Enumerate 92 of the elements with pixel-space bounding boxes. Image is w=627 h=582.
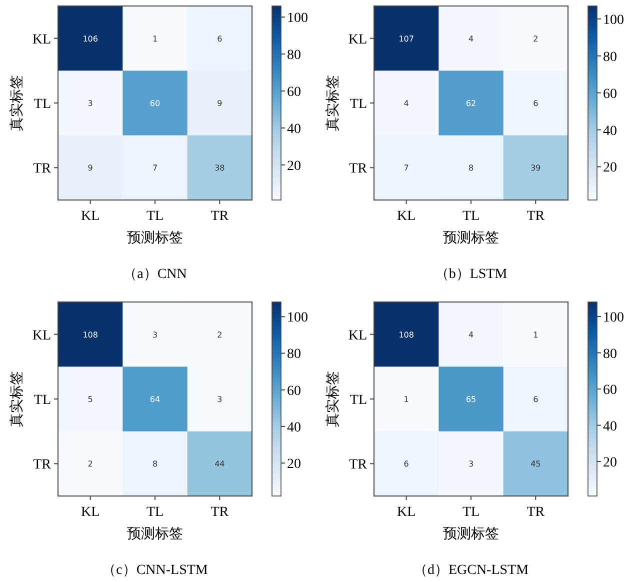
y-tick-label: TR <box>33 162 52 177</box>
data-label: 4 <box>468 34 474 44</box>
data-label: 2 <box>533 34 538 44</box>
data-label: 60 <box>150 99 160 108</box>
y-axis-title: 真实标签 <box>325 371 341 427</box>
y-tick-label: TL <box>350 97 367 112</box>
data-label: 106 <box>82 34 98 44</box>
color-bar-label: 80 <box>287 48 301 64</box>
data-label: 65 <box>466 395 476 404</box>
x-axis-title: 预测标签 <box>127 526 183 542</box>
y-tick-label: TL <box>34 393 51 408</box>
color-bar-label: 60 <box>287 384 301 399</box>
data-label: 3 <box>88 99 93 108</box>
x-tick-label: TR <box>526 209 546 224</box>
x-tick-label: KL <box>396 209 416 224</box>
data-label: 3 <box>217 395 222 404</box>
x-axis-title: 预测标签 <box>443 230 499 246</box>
data-label: 2 <box>88 460 93 469</box>
x-tick-label: KL <box>80 209 100 224</box>
color-bar-label: 100 <box>287 11 308 26</box>
y-tick-label: TL <box>350 393 367 408</box>
y-tick-label: TR <box>33 458 52 473</box>
x-tick-label: TR <box>210 505 230 520</box>
data-label: 45 <box>530 460 541 469</box>
y-tick-label: KL <box>32 32 51 48</box>
y-tick-label: TR <box>349 458 368 473</box>
x-tick-label: TR <box>526 505 546 520</box>
color-bar-label: 100 <box>603 12 624 28</box>
color-bar-label: 80 <box>603 346 617 362</box>
data-label: 1 <box>533 330 538 340</box>
data-label: 62 <box>466 99 476 108</box>
data-label: 9 <box>217 99 222 108</box>
color-bar-label: 80 <box>287 347 301 362</box>
data-label: 8 <box>152 460 158 469</box>
y-axis-title: 真实标签 <box>9 75 25 131</box>
data-label: 3 <box>468 460 474 469</box>
x-tick-label: KL <box>396 505 416 520</box>
x-tick-label: TL <box>146 505 164 520</box>
data-label: 108 <box>82 330 98 340</box>
data-label: 7 <box>404 164 409 173</box>
text: （d）EGCN-LSTM <box>413 563 530 578</box>
y-tick-label: TL <box>34 97 51 112</box>
color-bar-label: 100 <box>603 310 624 326</box>
data-label: 8 <box>468 164 474 173</box>
data-label: 6 <box>217 34 222 44</box>
color-bar-label: 40 <box>603 419 617 434</box>
data-label: 108 <box>398 330 414 340</box>
y-axis-title: 真实标签 <box>325 75 341 131</box>
x-axis-title: 预测标签 <box>127 230 183 246</box>
data-label: 4 <box>468 330 474 340</box>
x-axis-title: 预测标签 <box>443 526 499 542</box>
color-bar-label: 20 <box>287 457 301 472</box>
color-bar-label: 20 <box>603 456 617 471</box>
data-label: 9 <box>88 164 93 173</box>
data-label: 2 <box>217 330 222 340</box>
color-bar-label: 60 <box>287 84 301 100</box>
data-label: 5 <box>88 395 93 404</box>
y-tick-label: TR <box>349 162 368 177</box>
data-label: 6 <box>404 460 409 469</box>
text: （a）CNN <box>123 267 187 282</box>
x-tick-label: TL <box>146 209 164 224</box>
color-bar-label: 20 <box>603 160 617 176</box>
text: （c）CNN-LSTM <box>102 563 208 578</box>
color-bar-label: 20 <box>287 158 301 174</box>
y-axis-title: 真实标签 <box>9 371 25 427</box>
data-label: 107 <box>398 34 414 44</box>
data-label: 4 <box>404 99 409 108</box>
y-tick-label: KL <box>348 328 367 344</box>
y-tick-label: KL <box>32 328 51 344</box>
x-tick-label: KL <box>80 505 100 520</box>
data-label: 7 <box>152 164 158 173</box>
data-label: 1 <box>152 34 158 44</box>
text: （b）LSTM <box>434 267 508 282</box>
color-bar-label: 40 <box>287 420 301 436</box>
data-label: 6 <box>533 99 538 108</box>
color-bar-label: 100 <box>287 310 308 326</box>
color-bar-label: 60 <box>603 383 617 398</box>
x-tick-label: TR <box>210 209 230 224</box>
data-label: 44 <box>214 460 225 469</box>
color-bar-label: 40 <box>603 124 617 139</box>
color-bar-label: 60 <box>603 86 617 102</box>
color-bar-label: 80 <box>603 50 617 65</box>
data-label: 1 <box>404 395 409 404</box>
data-label: 6 <box>533 395 538 404</box>
color-bar-label: 40 <box>287 122 301 137</box>
data-label: 3 <box>152 330 158 340</box>
x-tick-label: TL <box>462 505 480 520</box>
x-tick-label: TL <box>462 209 480 224</box>
data-label: 64 <box>150 395 160 404</box>
data-label: 39 <box>530 164 541 173</box>
data-label: 38 <box>214 164 225 173</box>
y-tick-label: KL <box>348 32 367 48</box>
